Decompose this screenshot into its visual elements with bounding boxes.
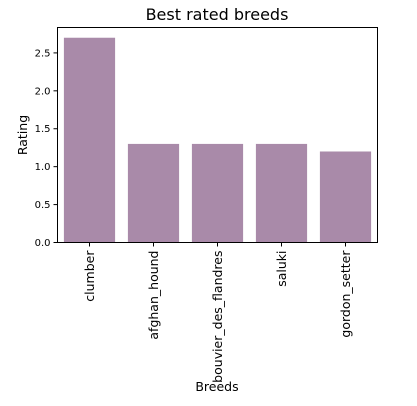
x-tick-label: gordon_setter [338, 250, 353, 338]
y-axis-label: Rating [15, 115, 30, 155]
y-axis: 0.0 0.5 1.0 1.5 2.0 2.5 [35, 48, 58, 249]
bars-group [64, 38, 371, 243]
x-axis: clumber afghan_hound bouvier_des_flandres s… [82, 243, 353, 383]
y-tick-label: 2.0 [35, 86, 51, 97]
y-tick-label: 2.5 [35, 48, 51, 59]
y-tick-label: 0.5 [35, 200, 51, 211]
bar-bouvier_des_flandres [192, 144, 243, 243]
bar-afghan_hound [128, 144, 179, 243]
x-tick-label: saluki [274, 251, 289, 287]
bar-gordon_setter [320, 151, 371, 242]
x-tick-label: bouvier_des_flandres [210, 251, 225, 383]
y-tick-label: 0.0 [35, 238, 51, 249]
bar-clumber [64, 38, 115, 243]
x-tick-label: clumber [82, 250, 97, 302]
x-tick-label: afghan_hound [146, 251, 161, 340]
y-tick-label: 1.5 [35, 124, 51, 135]
y-tick-label: 1.0 [35, 162, 51, 173]
bar-saluki [256, 144, 307, 243]
chart-title: Best rated breeds [146, 5, 289, 24]
x-axis-label: Breeds [195, 379, 238, 394]
